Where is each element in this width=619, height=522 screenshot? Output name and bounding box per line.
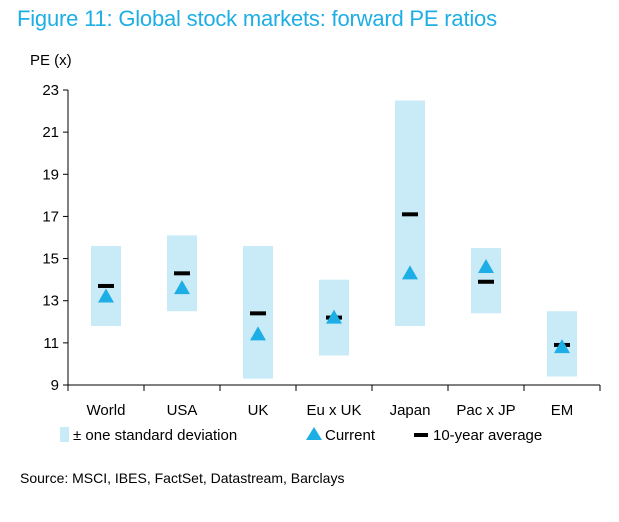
x-category-label: Japan: [390, 402, 431, 419]
source-note: Source: MSCI, IBES, FactSet, Datastream,…: [20, 470, 345, 486]
chart-title: Figure 11: Global stock markets: forward…: [17, 6, 497, 31]
y-tick-label: 17: [42, 208, 59, 225]
x-category-label: EM: [551, 402, 574, 419]
y-tick-label: 11: [43, 335, 59, 352]
average-marker: [98, 283, 114, 288]
y-tick-label: 15: [42, 251, 59, 268]
y-axis-label: PE (x): [30, 52, 72, 69]
current-marker: [98, 288, 114, 303]
average-marker: [174, 271, 190, 276]
y-tick-label: 13: [42, 293, 59, 310]
current-marker: [478, 259, 494, 273]
y-tick-label: 9: [51, 377, 59, 394]
average-marker: [250, 311, 266, 316]
legend-label-average: 10-year average: [433, 427, 542, 444]
average-marker: [478, 279, 494, 284]
current-marker: [326, 309, 342, 324]
y-tick-label: 21: [42, 124, 59, 141]
legend-average-swatch: [414, 433, 428, 437]
current-marker: [174, 280, 190, 295]
x-category-label: USA: [167, 402, 198, 419]
legend-label-current: Current: [325, 427, 376, 444]
legend-band-swatch: [60, 427, 69, 442]
x-category-label: UK: [248, 402, 269, 419]
x-category-label: Pac x JP: [456, 402, 515, 419]
y-tick-label: 19: [42, 166, 59, 183]
x-category-label: World: [87, 402, 126, 419]
y-tick-label: 23: [42, 82, 59, 99]
average-marker: [402, 212, 418, 217]
legend-current-swatch: [306, 427, 322, 440]
legend-label-band: ± one standard deviation: [73, 427, 237, 444]
x-category-label: Eu x UK: [306, 402, 361, 419]
current-marker: [554, 339, 570, 354]
current-marker: [250, 326, 266, 341]
current-marker: [402, 265, 418, 280]
